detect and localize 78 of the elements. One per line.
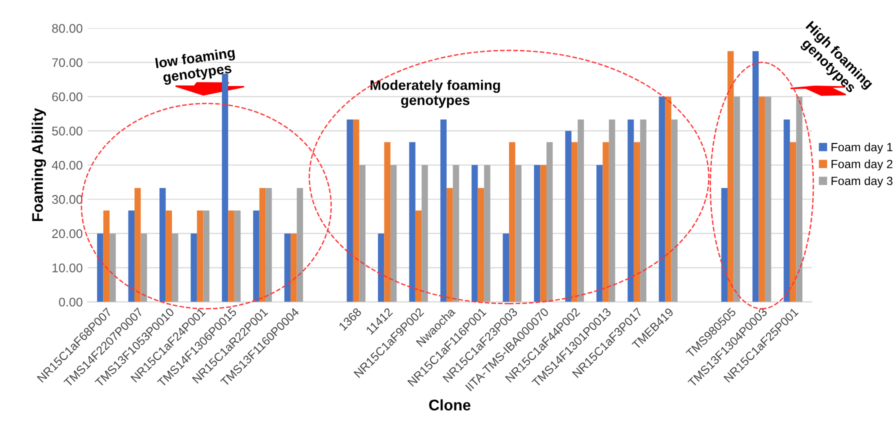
- bar: [515, 165, 522, 302]
- bar: [103, 210, 110, 302]
- bar: [484, 165, 490, 302]
- y-tick-label: 50.00: [52, 126, 82, 136]
- bar: [752, 51, 759, 302]
- bar: [140, 233, 148, 302]
- y-tick-label: 20.00: [52, 229, 82, 238]
- legend-label: Foam day 3: [832, 176, 892, 188]
- y-tick-label: 60.00: [52, 92, 82, 102]
- bar: [565, 130, 572, 302]
- bar: [166, 210, 172, 302]
- bar: [234, 210, 241, 302]
- x-axis-title: Clone: [429, 399, 470, 410]
- bar: [296, 188, 304, 302]
- bar: [190, 233, 197, 302]
- bar: [159, 188, 166, 302]
- bar: [128, 210, 135, 302]
- bar: [440, 120, 447, 302]
- bar: [203, 210, 210, 302]
- annotation: Moderately foaming genotypes: [370, 80, 500, 108]
- y-tick-label: 30.00: [52, 195, 82, 204]
- y-tick-label: 40.00: [52, 160, 82, 170]
- bar: [290, 233, 297, 302]
- bar: [446, 188, 453, 302]
- bar: [796, 96, 802, 302]
- legend-label: Foam day 1: [832, 142, 892, 154]
- bar: [346, 120, 353, 302]
- y-axis-title: Foaming Ability: [32, 108, 46, 222]
- bar: [502, 233, 510, 302]
- bar: [578, 120, 584, 302]
- bar: [359, 165, 366, 302]
- bar: [790, 142, 796, 302]
- bar: [259, 188, 266, 302]
- bar: [384, 142, 390, 302]
- bar: [602, 142, 609, 302]
- bar: [266, 188, 272, 302]
- bar: [534, 165, 540, 302]
- bar: [758, 96, 765, 302]
- bar: [596, 165, 603, 302]
- bar: [509, 142, 516, 302]
- bar: [728, 51, 734, 302]
- y-tick-label: 70.00: [52, 58, 82, 68]
- bar: [452, 165, 460, 302]
- bar: [422, 165, 428, 302]
- bar: [172, 233, 178, 302]
- bar: [571, 142, 578, 302]
- bar: [634, 142, 640, 302]
- bar: [478, 188, 484, 302]
- bar: [415, 210, 422, 302]
- bar: [378, 233, 384, 302]
- bar: [110, 233, 116, 302]
- bar: [390, 165, 397, 302]
- bar: [658, 96, 666, 302]
- bar: [608, 120, 616, 302]
- bar: [228, 210, 234, 302]
- bar: [721, 188, 728, 302]
- bar: [628, 120, 634, 302]
- y-tick-label: 80.00: [52, 24, 82, 33]
- bar: [97, 233, 104, 302]
- bar: [284, 233, 291, 302]
- bar: [546, 142, 553, 302]
- y-tick-label: 0.00: [59, 298, 82, 307]
- bar: [671, 120, 678, 302]
- bar: [352, 120, 360, 302]
- bar: [764, 96, 772, 302]
- bar: [734, 96, 740, 302]
- bar: [540, 165, 546, 302]
- bar: [640, 120, 646, 302]
- bar: [665, 96, 672, 302]
- bar: [196, 210, 204, 302]
- annotation: low foaming genotypes: [155, 47, 236, 86]
- bar: [472, 165, 478, 302]
- bar: [784, 120, 790, 302]
- bar: [253, 210, 260, 302]
- bar: [409, 142, 416, 302]
- y-tick-label: 10.00: [52, 263, 82, 272]
- bar: [134, 188, 141, 302]
- legend-label: Foam day 2: [832, 160, 892, 171]
